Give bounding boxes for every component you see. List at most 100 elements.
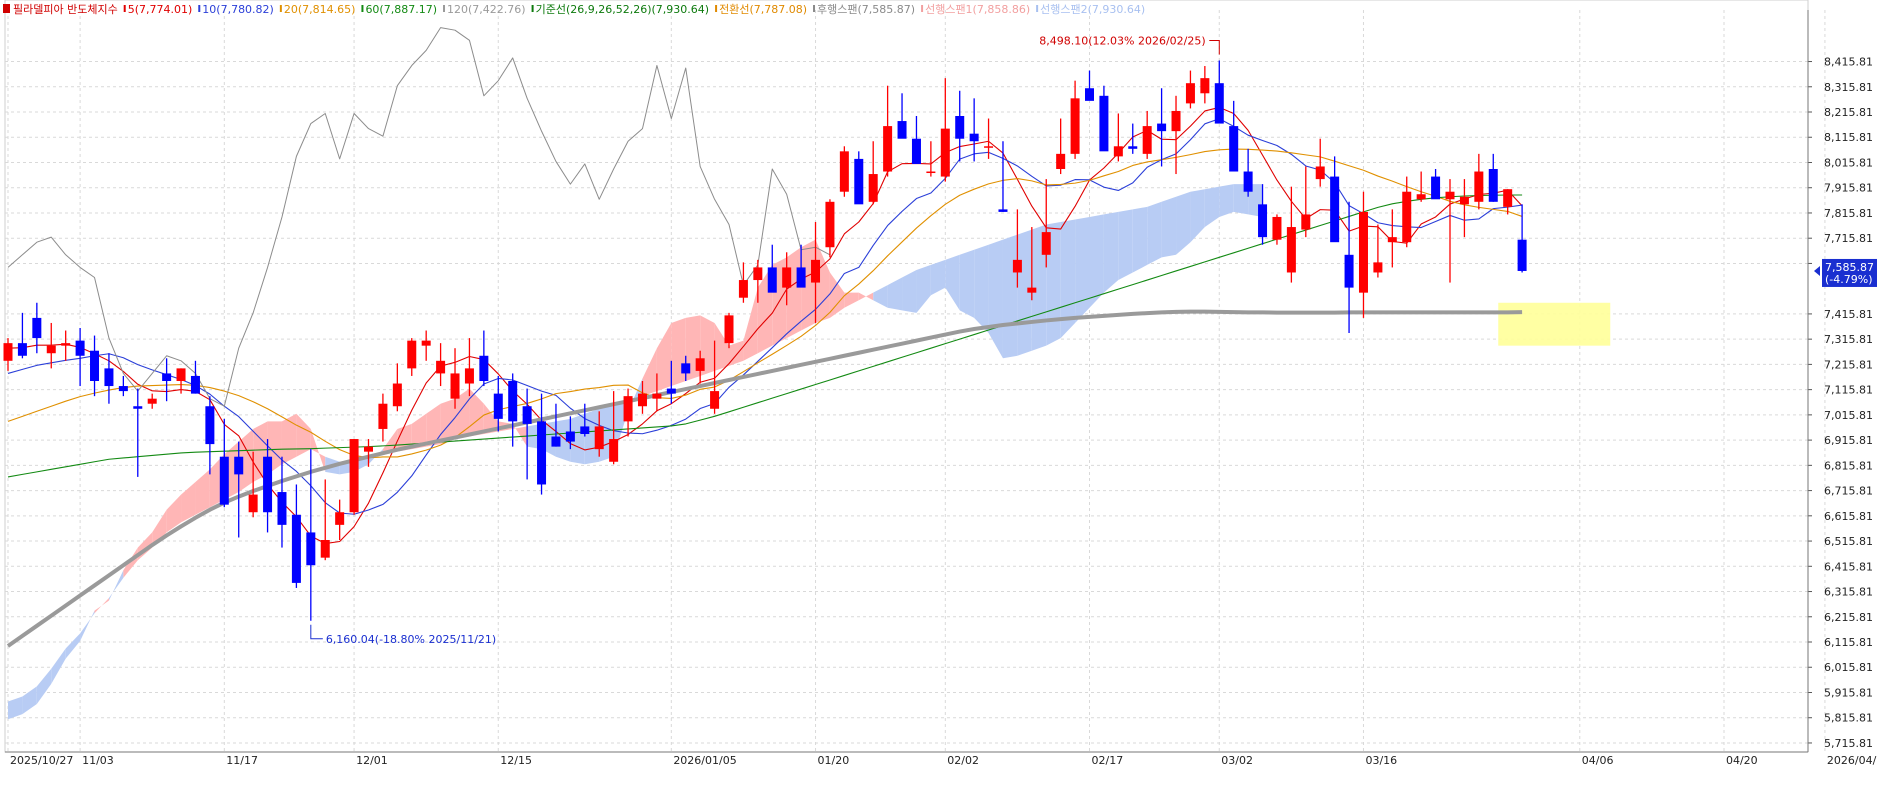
candle-down bbox=[1431, 176, 1441, 200]
cloud-segment-bullish bbox=[743, 287, 758, 361]
y-tick-label: 6,915.81 bbox=[1824, 434, 1873, 447]
cloud-segment-bullish bbox=[455, 388, 470, 440]
candle-down bbox=[479, 355, 489, 381]
cloud-segment-bearish bbox=[80, 610, 95, 641]
legend-label: 후행스팬(7,585.87) bbox=[817, 3, 915, 16]
candle-down bbox=[32, 317, 42, 339]
x-tick-label: 11/03 bbox=[82, 754, 114, 767]
legend-swatch bbox=[198, 5, 201, 12]
cloud-segment-bearish bbox=[65, 633, 81, 659]
candle-down bbox=[291, 514, 301, 583]
x-tick-label: 02/02 bbox=[947, 754, 979, 767]
legend-label: 필라델피아 반도체지수 bbox=[13, 3, 118, 16]
y-tick-label: 7,415.81 bbox=[1824, 308, 1873, 321]
candle-down bbox=[162, 373, 172, 381]
candle-up bbox=[61, 343, 71, 346]
cloud-segment-bearish bbox=[1161, 196, 1177, 258]
legend-swatch bbox=[3, 4, 10, 13]
x-tick-label: 12/01 bbox=[356, 754, 388, 767]
y-tick-label: 6,015.81 bbox=[1824, 661, 1873, 674]
candle-down bbox=[133, 406, 143, 409]
x-tick-label: 01/20 bbox=[818, 754, 850, 767]
cloud-segment-bearish bbox=[1075, 216, 1090, 323]
ma-line-60 bbox=[7, 194, 1523, 478]
candle-up bbox=[364, 446, 373, 452]
cloud-segment-bullish bbox=[829, 272, 845, 318]
y-tick-label: 7,715.81 bbox=[1824, 232, 1873, 245]
x-tick-label: 2026/04/30 bbox=[1827, 754, 1877, 767]
cloud-segment-bearish bbox=[873, 285, 888, 308]
cloud-segment-bullish bbox=[844, 292, 859, 308]
legend-label: 60(7,887.17) bbox=[365, 3, 437, 16]
cloud-segment-bullish bbox=[469, 388, 484, 437]
candle-up bbox=[984, 146, 994, 148]
candle-up bbox=[782, 267, 792, 288]
candle-up bbox=[1402, 191, 1412, 243]
candle-up bbox=[1459, 196, 1469, 205]
last-price-label: 7,585.87 bbox=[1825, 261, 1874, 274]
candle-down bbox=[796, 267, 806, 288]
cloud-segment-bullish bbox=[786, 247, 802, 339]
candle-down bbox=[508, 381, 518, 422]
candle-up bbox=[594, 426, 604, 450]
cloud-segment-bearish bbox=[945, 254, 960, 311]
candle-up bbox=[349, 439, 359, 513]
cloud-segment-bullish bbox=[181, 481, 196, 523]
candle-up bbox=[1358, 211, 1368, 293]
candle-up bbox=[392, 383, 402, 407]
candle-up bbox=[811, 259, 821, 283]
candle-down bbox=[1243, 171, 1253, 192]
y-tick-label: 6,815.81 bbox=[1824, 459, 1873, 472]
candle-up bbox=[147, 398, 157, 404]
cloud-segment-bearish bbox=[887, 277, 903, 311]
cloud-segment-bullish bbox=[296, 413, 311, 457]
moving-average-lines bbox=[6, 27, 1523, 648]
candle-up bbox=[839, 151, 849, 192]
cloud-segment-bearish bbox=[959, 249, 975, 318]
candle-up bbox=[1142, 126, 1152, 154]
candle-up bbox=[464, 368, 474, 384]
candle-up bbox=[1070, 98, 1080, 154]
y-tick-label: 6,115.81 bbox=[1824, 636, 1873, 649]
candle-down bbox=[1330, 176, 1340, 243]
cloud-segment-bearish bbox=[1132, 206, 1148, 273]
candle-up bbox=[883, 126, 893, 172]
candle-down bbox=[565, 431, 575, 442]
y-tick-label: 5,915.81 bbox=[1824, 686, 1873, 699]
candle-down bbox=[1258, 204, 1268, 238]
cloud-segment-bullish bbox=[123, 547, 138, 578]
candle-up bbox=[436, 360, 446, 374]
x-tick-label: 2025/10/27 bbox=[10, 754, 73, 767]
candle-up bbox=[637, 393, 647, 407]
cloud-segment-bearish bbox=[22, 686, 37, 715]
candle-down bbox=[17, 343, 27, 356]
candle-up bbox=[1200, 78, 1210, 94]
ichimoku-cloud bbox=[8, 184, 1263, 720]
cloud-segment-bearish bbox=[1219, 184, 1234, 217]
candle-down bbox=[1488, 169, 1498, 202]
cloud-segment-bearish bbox=[1176, 191, 1191, 255]
x-tick-label: 04/20 bbox=[1726, 754, 1758, 767]
candle-down bbox=[1229, 126, 1239, 172]
cloud-segment-bearish bbox=[555, 418, 571, 462]
cloud-segment-bullish bbox=[310, 428, 326, 472]
candle-up bbox=[1113, 146, 1123, 157]
cloud-segment-bullish bbox=[166, 494, 182, 533]
ma-line-10 bbox=[7, 118, 1523, 515]
legend-swatch bbox=[123, 5, 126, 12]
candle-down bbox=[955, 116, 965, 139]
candle-down bbox=[1099, 95, 1109, 152]
cloud-segment-bearish bbox=[584, 408, 600, 465]
candle-down bbox=[666, 388, 676, 394]
candle-up bbox=[753, 267, 763, 281]
legend-swatch bbox=[813, 5, 816, 12]
candle-down bbox=[1128, 146, 1138, 149]
y-tick-label: 6,715.81 bbox=[1824, 485, 1873, 498]
candle-up bbox=[926, 171, 936, 174]
y-tick-label: 7,915.81 bbox=[1824, 182, 1873, 195]
candle-down bbox=[277, 492, 287, 525]
candle-up bbox=[652, 393, 662, 399]
legend-label: 120(7,422.76) bbox=[447, 3, 526, 16]
